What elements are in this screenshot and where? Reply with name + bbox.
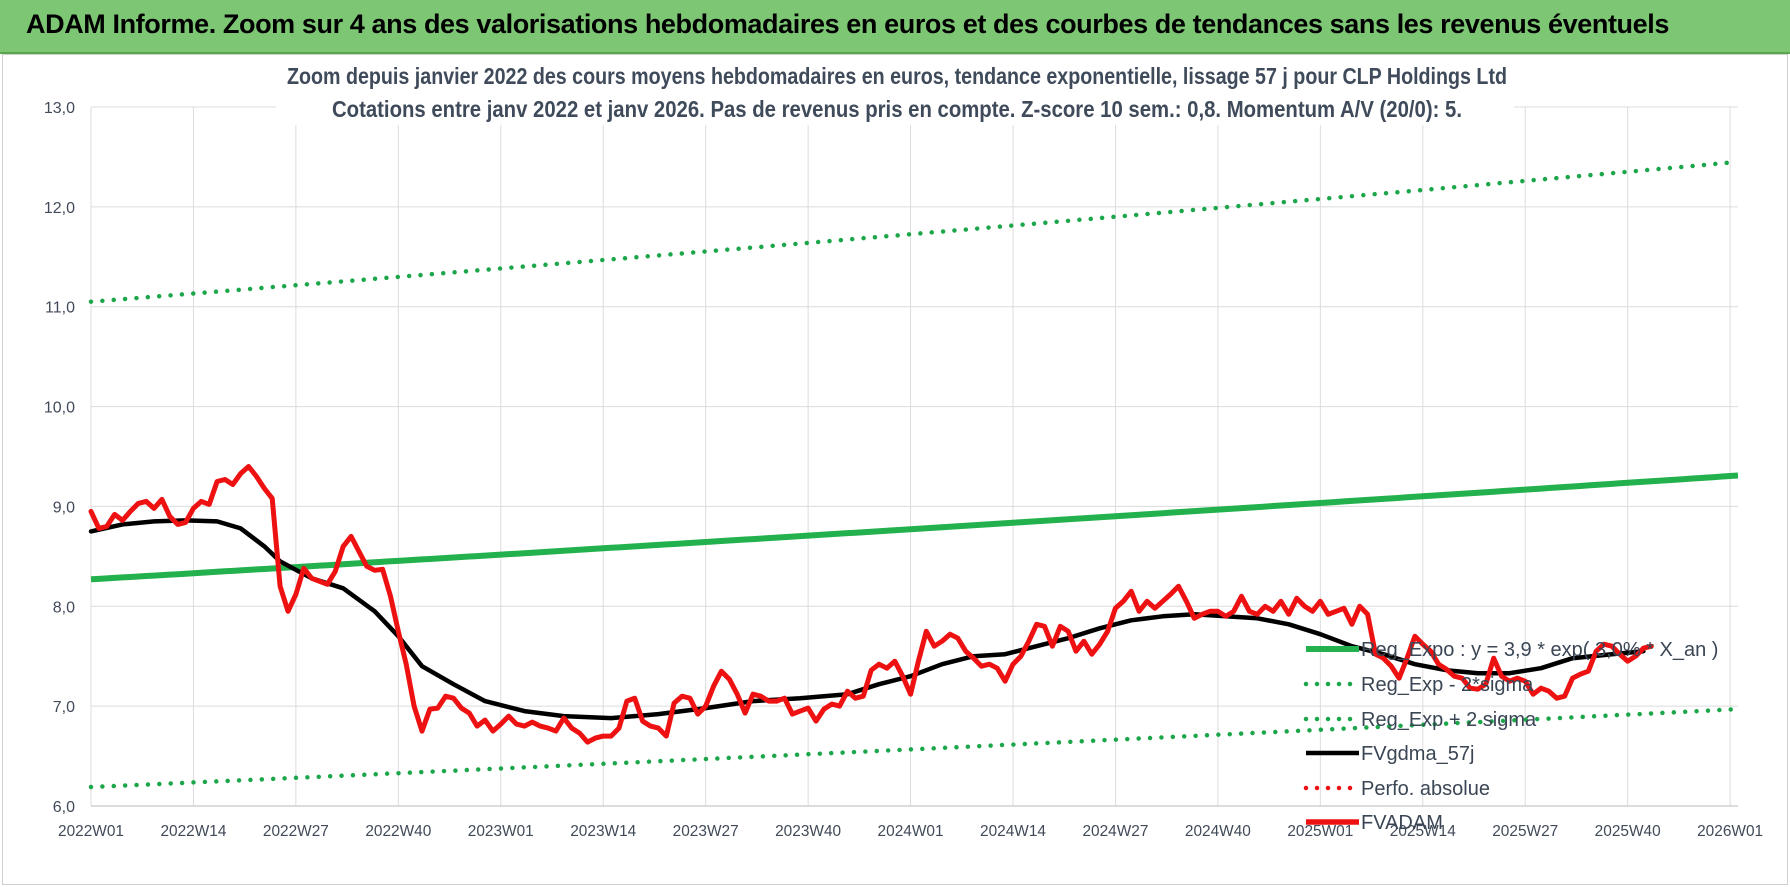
x-tick-label: 2022W27 bbox=[263, 823, 329, 840]
legend-label-0: Reg_Expo : y = 3,9 * exp( 3,0% * X_an ) bbox=[1361, 639, 1718, 661]
report-banner: ADAM Informe. Zoom sur 4 ans des valoris… bbox=[0, 0, 1790, 54]
report-title: ADAM Informe. Zoom sur 4 ans des valoris… bbox=[26, 9, 1669, 39]
legend: Reg_Expo : y = 3,9 * exp( 3,0% * X_an ) R… bbox=[1303, 639, 1718, 834]
y-tick-label: 6,0 bbox=[53, 799, 75, 816]
x-tick-label: 2024W40 bbox=[1185, 823, 1251, 840]
reg-exp-plus-2sigma-line bbox=[88, 159, 1741, 304]
y-tick-label: 10,0 bbox=[44, 400, 75, 417]
y-tick-label: 8,0 bbox=[53, 599, 75, 616]
x-tick-label: 2024W27 bbox=[1082, 823, 1148, 840]
x-tick-label: 2022W01 bbox=[58, 823, 124, 840]
y-tick-label: 9,0 bbox=[53, 499, 75, 516]
legend-label-3: FVgdma_57j bbox=[1361, 743, 1474, 765]
x-tick-label: 2023W01 bbox=[468, 823, 534, 840]
x-axis: 2022W01 2022W14 2022W27 2022W40 2023W01 2023W… bbox=[58, 823, 1763, 840]
x-tick-label: 2025W14 bbox=[1390, 823, 1456, 840]
legend-label-1: Reg_Exp - 2*sigma bbox=[1361, 674, 1534, 696]
legend-label-5: FVADAM bbox=[1361, 812, 1443, 834]
x-tick-label: 2022W40 bbox=[365, 823, 431, 840]
x-tick-label: 2024W14 bbox=[980, 823, 1046, 840]
x-tick-label: 2025W27 bbox=[1492, 823, 1558, 840]
y-axis: 6,0 7,0 8,0 9,0 10,0 11,0 12,0 13,0 bbox=[44, 100, 75, 816]
y-tick-label: 12,0 bbox=[44, 200, 75, 217]
y-tick-label: 7,0 bbox=[53, 699, 75, 716]
reg-exp-minus-2sigma-line bbox=[88, 706, 1741, 790]
legend-label-2: Reg_Exp + 2 sigma bbox=[1361, 709, 1537, 731]
x-tick-label: 2025W01 bbox=[1287, 823, 1353, 840]
x-tick-label: 2023W14 bbox=[570, 823, 636, 840]
x-tick-label: 2023W40 bbox=[775, 823, 841, 840]
y-tick-label: 11,0 bbox=[45, 300, 75, 317]
grid bbox=[90, 106, 1738, 807]
x-tick-label: 2024W01 bbox=[878, 823, 944, 840]
y-tick-label: 13,0 bbox=[44, 100, 75, 117]
legend-label-4: Perfo. absolue bbox=[1361, 778, 1490, 800]
fvadam-line bbox=[88, 464, 1654, 745]
chart-subtitle-line1: Zoom depuis janvier 2022 des cours moyen… bbox=[287, 63, 1507, 89]
x-tick-label: 2022W14 bbox=[160, 823, 226, 840]
subtitle-backdrop bbox=[276, 61, 1514, 125]
x-tick-label: 2023W27 bbox=[673, 823, 739, 840]
series-layer bbox=[88, 159, 1741, 790]
chart-subtitle-line2: Cotations entre janv 2022 et janv 2026. … bbox=[332, 96, 1462, 122]
chart-frame: 6,0 7,0 8,0 9,0 10,0 11,0 12,0 13,0 2022W01 2022… bbox=[2, 54, 1788, 885]
x-tick-label: 2025W40 bbox=[1595, 823, 1661, 840]
x-tick-label: 2026W01 bbox=[1697, 823, 1763, 840]
line-chart: 6,07,08,09,010,011,012,013,0 2022W01 2022… bbox=[44, 61, 1763, 840]
